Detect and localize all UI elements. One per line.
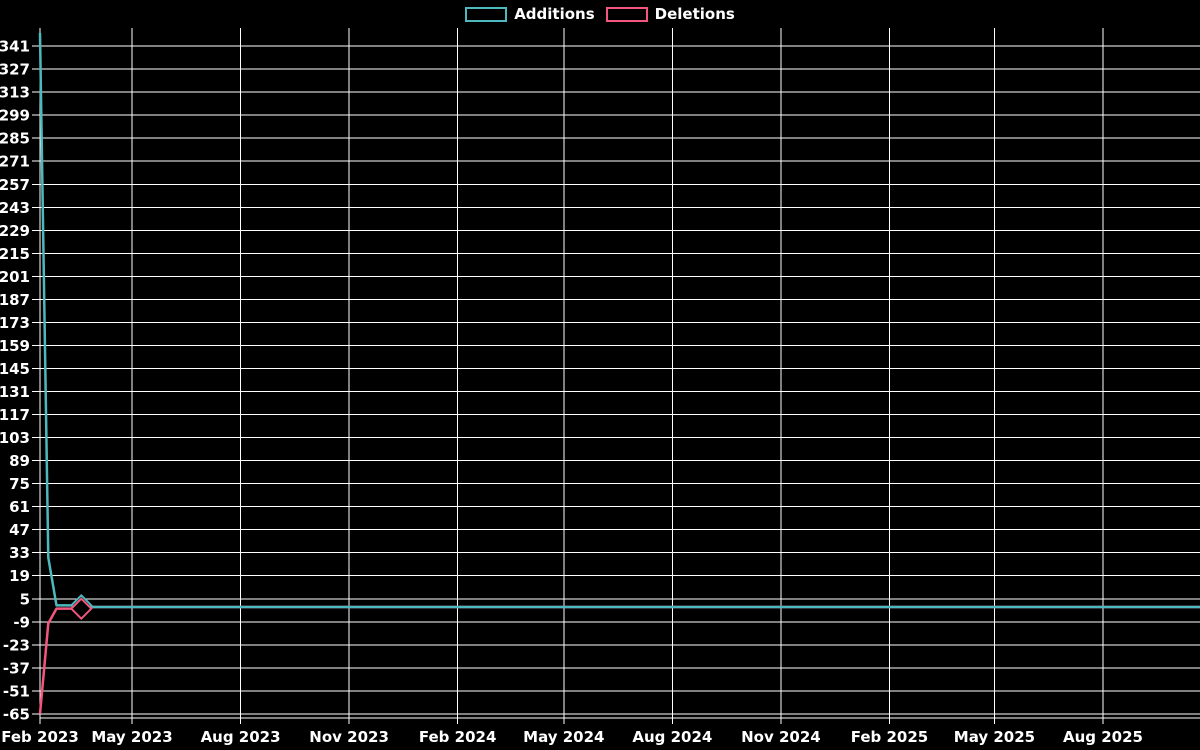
legend-item-additions[interactable]: Additions xyxy=(465,5,595,23)
legend: Additions Deletions xyxy=(0,6,1200,22)
y-tick-label: 173 xyxy=(0,314,30,332)
y-tick-label: -51 xyxy=(3,682,30,700)
y-tick-label: 117 xyxy=(0,406,30,424)
y-tick-label: 5 xyxy=(20,590,30,608)
legend-label-deletions: Deletions xyxy=(654,5,735,23)
y-tick-label: 257 xyxy=(0,176,30,194)
additions-swatch-icon xyxy=(465,6,508,22)
y-tick-label: 47 xyxy=(9,521,30,539)
deletions-line xyxy=(38,605,1200,715)
y-tick-label: -9 xyxy=(13,613,30,631)
y-axis: 341 327 313 299 285 271 257 243 229 215 201 187 173 1… xyxy=(0,38,1200,723)
y-tick-label: 229 xyxy=(0,222,30,240)
x-tick-label: May 2024 xyxy=(523,728,604,746)
x-tick-label: Nov 2023 xyxy=(309,728,389,746)
y-tick-label: 187 xyxy=(0,291,30,309)
y-tick-label: -37 xyxy=(3,659,30,677)
y-tick-label: 243 xyxy=(0,199,30,217)
y-tick-label: 131 xyxy=(0,383,30,401)
y-tick-label: 33 xyxy=(9,544,30,562)
y-tick-label: 89 xyxy=(9,452,30,470)
y-tick-label: 61 xyxy=(9,498,30,516)
x-tick-label: Feb 2025 xyxy=(851,728,929,746)
x-tick-label: Aug 2023 xyxy=(201,728,281,746)
deletions-marker-diamond-icon xyxy=(69,597,93,621)
legend-label-additions: Additions xyxy=(514,5,595,23)
y-tick-label: -65 xyxy=(3,705,30,723)
y-tick-label: -23 xyxy=(3,636,30,654)
y-tick-label: 19 xyxy=(9,567,30,585)
x-tick-label: Aug 2024 xyxy=(632,728,712,746)
x-tick-label: May 2025 xyxy=(954,728,1035,746)
y-tick-label: 215 xyxy=(0,245,30,263)
y-tick-label: 159 xyxy=(0,337,30,355)
y-tick-label: 327 xyxy=(0,61,30,79)
x-tick-label: May 2023 xyxy=(91,728,172,746)
legend-item-deletions[interactable]: Deletions xyxy=(605,5,735,23)
y-tick-label: 271 xyxy=(0,153,30,171)
y-tick-label: 313 xyxy=(0,84,30,102)
y-tick-label: 201 xyxy=(0,268,30,286)
y-tick-label: 299 xyxy=(0,107,30,125)
y-tick-label: 341 xyxy=(0,38,30,56)
y-tick-label: 145 xyxy=(0,360,30,378)
y-tick-label: 285 xyxy=(0,130,30,148)
y-tick-label: 103 xyxy=(0,429,30,447)
deletions-swatch-icon xyxy=(605,6,648,22)
x-tick-label: Feb 2024 xyxy=(419,728,497,746)
x-tick-label: Nov 2024 xyxy=(741,728,821,746)
y-tick-label: 75 xyxy=(9,475,30,493)
x-axis: Feb 2023 May 2023 Aug 2023 Nov 2023 Feb 2024… xyxy=(1,28,1200,746)
x-tick-label: Aug 2025 xyxy=(1063,728,1143,746)
x-tick-label: Feb 2023 xyxy=(1,728,79,746)
additions-line xyxy=(38,32,1200,609)
